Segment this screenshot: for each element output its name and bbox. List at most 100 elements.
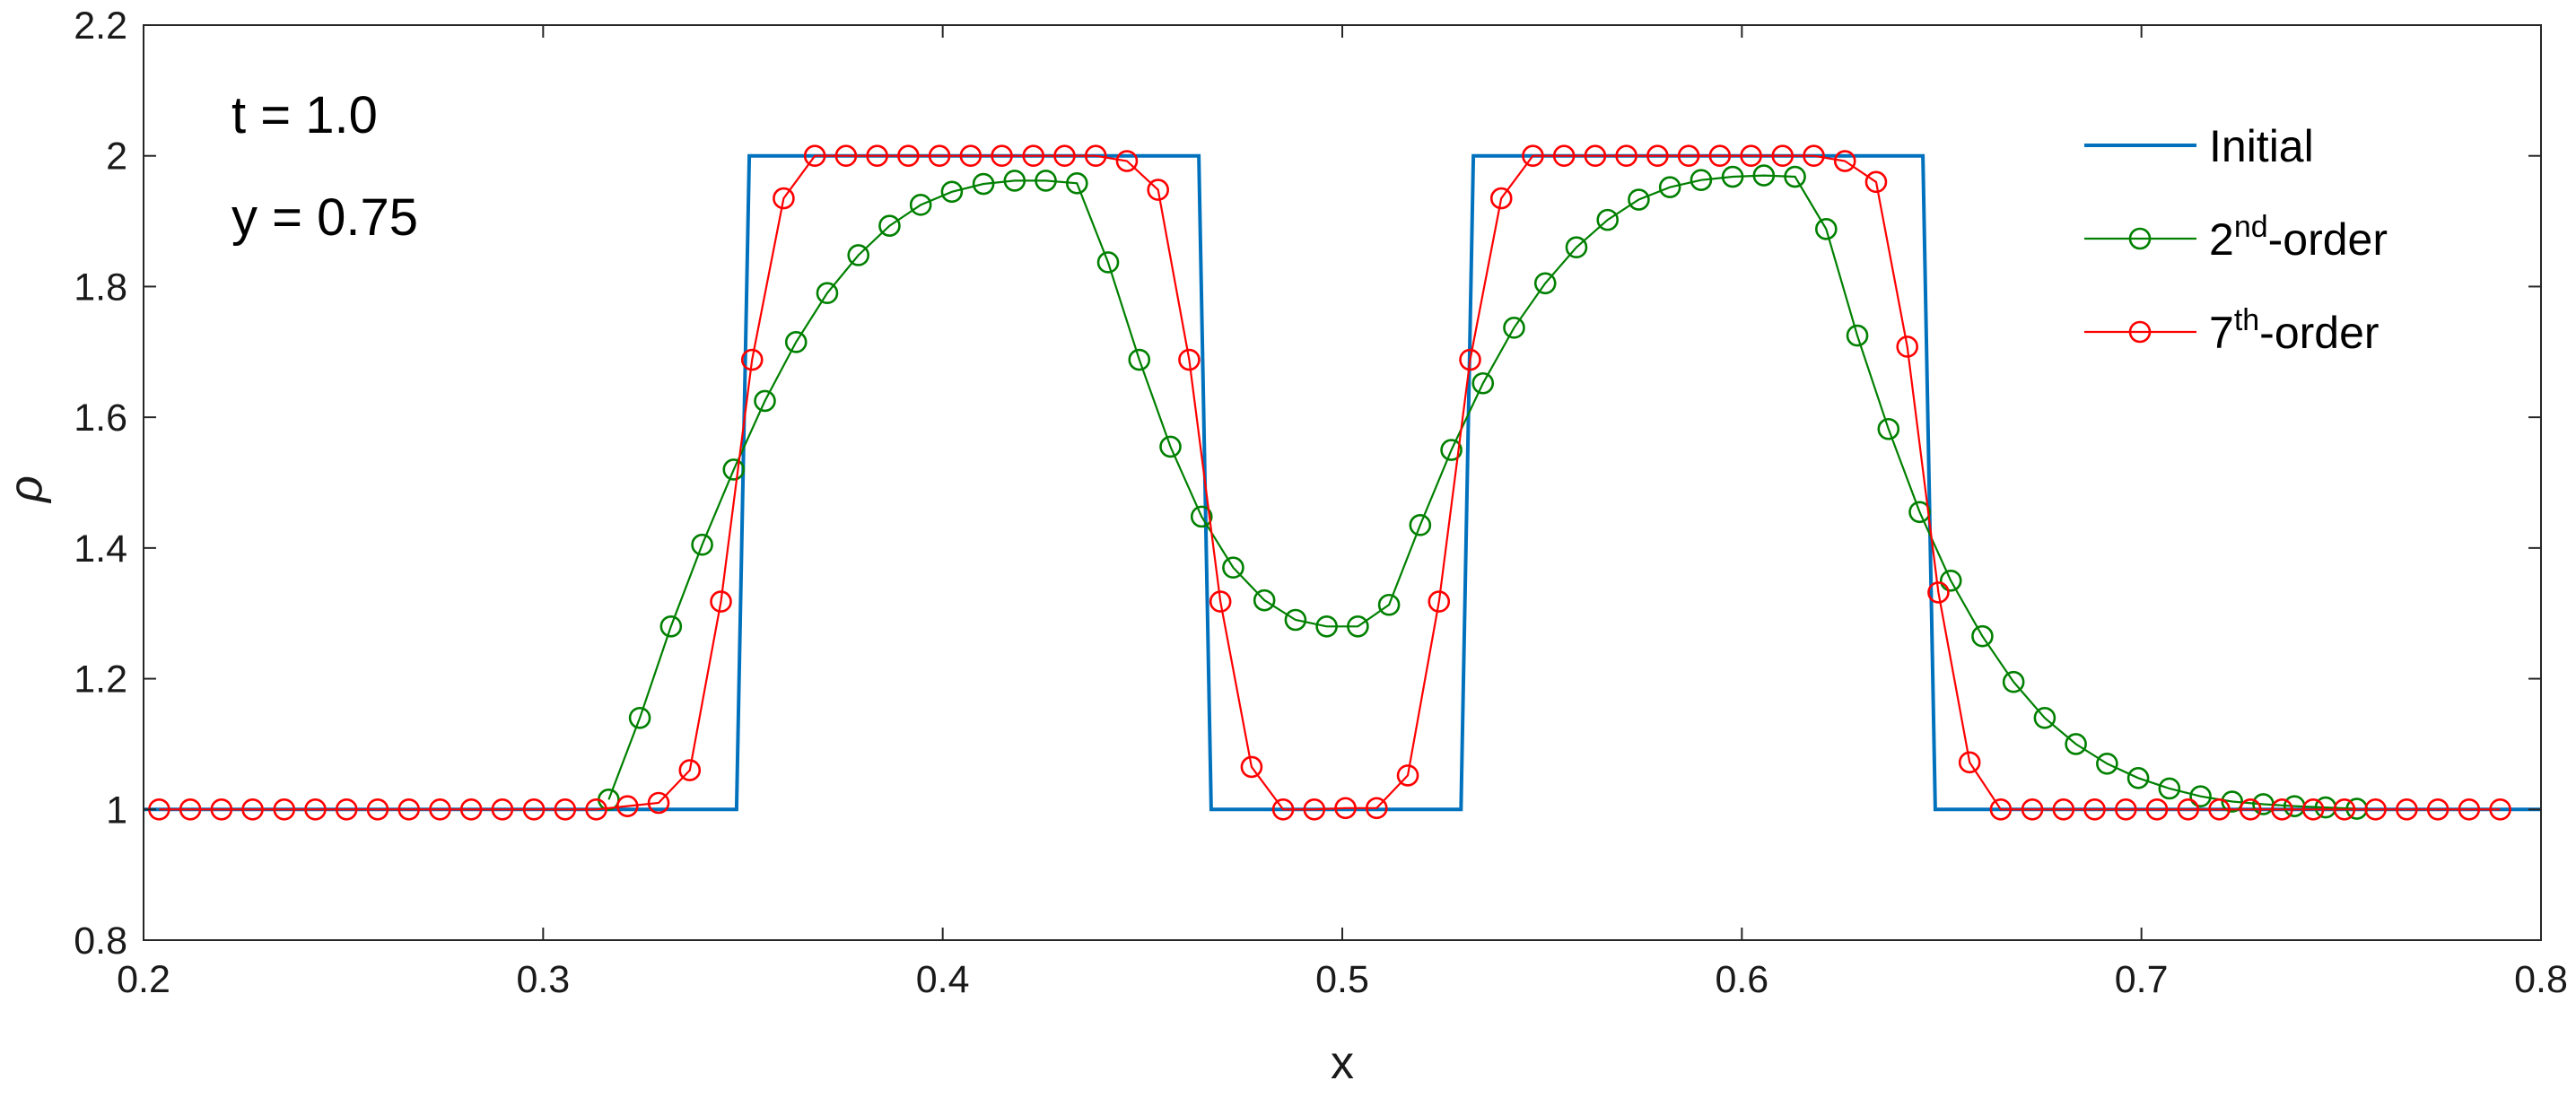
x-tick-label: 0.8: [2514, 958, 2568, 1001]
data-point: [1864, 170, 1888, 194]
data-point: [784, 331, 808, 353]
x-tick-label: 0.2: [117, 958, 170, 1001]
data-point: [366, 798, 389, 821]
data-point: [1253, 588, 1276, 612]
data-point: [710, 590, 732, 613]
data-point: [1178, 348, 1201, 371]
data-point: [1803, 144, 1825, 168]
data-point: [1396, 764, 1419, 787]
data-point: [972, 172, 995, 196]
series-line: [144, 153, 2541, 812]
data-point: [909, 194, 932, 216]
data-point: [1209, 590, 1232, 613]
data-point: [2145, 798, 2169, 821]
legend-item: 7th-order: [2084, 303, 2380, 358]
y-tick-label: 2: [106, 135, 127, 179]
data-point: [1846, 324, 1869, 347]
data-point: [940, 180, 964, 204]
data-point: [1939, 569, 1962, 592]
data-point: [1284, 608, 1307, 632]
data-point: [1833, 150, 1856, 172]
data-point: [740, 348, 764, 371]
data-point: [554, 798, 577, 821]
data-point: [616, 795, 639, 817]
x-axis-label: x: [1331, 1037, 1354, 1089]
data-point: [691, 533, 713, 556]
data-point: [1503, 317, 1525, 339]
data-point: [2083, 798, 2106, 821]
y-position-annotation: y = 0.75: [231, 188, 418, 247]
data-point: [1065, 172, 1088, 195]
data-point: [1958, 751, 1981, 774]
data-point: [897, 144, 920, 168]
data-point: [335, 798, 358, 821]
legend-label: 2nd-order: [2209, 210, 2388, 265]
data-point: [1989, 798, 2013, 821]
data-point: [2458, 798, 2481, 821]
data-point: [304, 798, 327, 821]
legend-marker: [2128, 320, 2152, 344]
data-point: [2002, 670, 2025, 693]
data-point: [1908, 501, 1931, 524]
data-point: [397, 798, 421, 821]
data-point: [1877, 417, 1900, 440]
data-point: [210, 798, 233, 821]
data-point: [2052, 798, 2075, 821]
data-point: [1896, 336, 1919, 358]
y-axis: 0.8 1 1.2 1.4 1.6 1.8 2 2.2: [74, 4, 2541, 963]
y-tick-label: 1.8: [74, 266, 127, 309]
data-point: [2208, 798, 2231, 821]
data-point: [928, 144, 951, 168]
data-point: [2158, 777, 2181, 800]
data-point: [522, 798, 546, 821]
y-tick-label: 1.2: [74, 658, 127, 702]
data-point: [1347, 615, 1369, 638]
data-point: [2364, 798, 2387, 821]
data-point: [754, 389, 776, 413]
data-point: [1596, 208, 1620, 231]
data-point: [1115, 150, 1139, 172]
data-point: [1003, 170, 1026, 192]
series-line: [607, 174, 2357, 810]
series-2: [148, 144, 2511, 821]
data-point: [1971, 624, 1994, 648]
data-point: [1159, 435, 1182, 458]
y-tick-label: 2.2: [74, 4, 127, 48]
y-tick-label: 1: [106, 789, 127, 832]
data-point: [834, 144, 858, 168]
data-point: [1428, 590, 1451, 613]
data-point: [1096, 251, 1120, 274]
data-point: [1240, 755, 1263, 779]
data-point: [1471, 371, 1495, 395]
data-point: [2221, 790, 2244, 813]
data-point: [1628, 188, 1650, 211]
series-0: [144, 153, 2541, 812]
data-point: [1128, 348, 1151, 371]
data-point: [1334, 797, 1357, 820]
data-point: [1721, 165, 1744, 188]
x-tick-label: 0.3: [516, 958, 570, 1001]
data-point: [2489, 798, 2511, 821]
data-point: [585, 798, 607, 821]
data-point: [803, 144, 826, 168]
data-point: [2301, 798, 2325, 821]
data-point: [1615, 144, 1637, 168]
data-point: [273, 798, 296, 821]
data-point: [459, 798, 483, 821]
data-point: [1147, 179, 1170, 201]
data-point: [1814, 218, 1838, 240]
data-point: [1533, 272, 1557, 295]
data-point: [179, 798, 202, 821]
data-point: [1552, 144, 1576, 168]
y-tick-label: 1.6: [74, 397, 127, 440]
data-point: [1658, 176, 1681, 198]
data-point: [1927, 581, 1950, 604]
legend-label: Initial: [2209, 121, 2314, 171]
legend-item: 2nd-order: [2084, 210, 2388, 265]
data-point: [816, 282, 839, 305]
y-axis-label: ρ: [0, 475, 52, 504]
data-point: [2096, 752, 2118, 775]
data-point: [2065, 733, 2087, 755]
data-point: [2114, 798, 2137, 821]
